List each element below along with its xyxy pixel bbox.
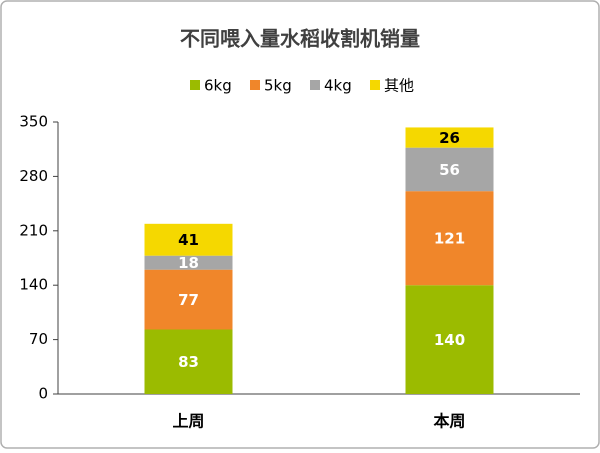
bar-segment	[405, 147, 494, 192]
data-label: 26	[439, 129, 460, 147]
legend-label: 5kg	[264, 77, 292, 95]
x-tick-label: 本周	[433, 412, 465, 431]
legend-label: 4kg	[324, 77, 352, 95]
bar-segment	[405, 127, 494, 148]
data-label: 41	[178, 231, 199, 249]
x-tick-label: 上周	[172, 412, 204, 431]
legend-swatch	[190, 80, 200, 90]
y-tick-label: 350	[19, 113, 48, 131]
y-tick-label: 70	[29, 330, 48, 348]
chart-title: 不同喂入量水稻收割机销量	[180, 27, 420, 51]
data-label: 121	[434, 230, 465, 248]
bar-segment	[144, 255, 233, 270]
legend-label: 6kg	[204, 77, 232, 95]
data-label: 77	[178, 291, 199, 309]
y-tick-label: 280	[19, 167, 48, 185]
data-label: 56	[439, 161, 460, 179]
data-label: 83	[178, 353, 199, 371]
bar-segment	[405, 285, 494, 394]
bar-segment	[144, 223, 233, 256]
legend-label: 其他	[384, 77, 414, 95]
legend-swatch	[310, 80, 320, 90]
y-tick-label: 140	[19, 276, 48, 294]
legend-swatch	[250, 80, 260, 90]
bar-segment	[144, 329, 233, 394]
y-tick-label: 0	[38, 385, 48, 403]
legend-swatch	[370, 80, 380, 90]
bar-segment	[405, 191, 494, 286]
data-label: 18	[178, 254, 199, 272]
data-label: 140	[434, 331, 465, 349]
bar-segment	[144, 269, 233, 330]
y-tick-label: 210	[19, 221, 48, 239]
